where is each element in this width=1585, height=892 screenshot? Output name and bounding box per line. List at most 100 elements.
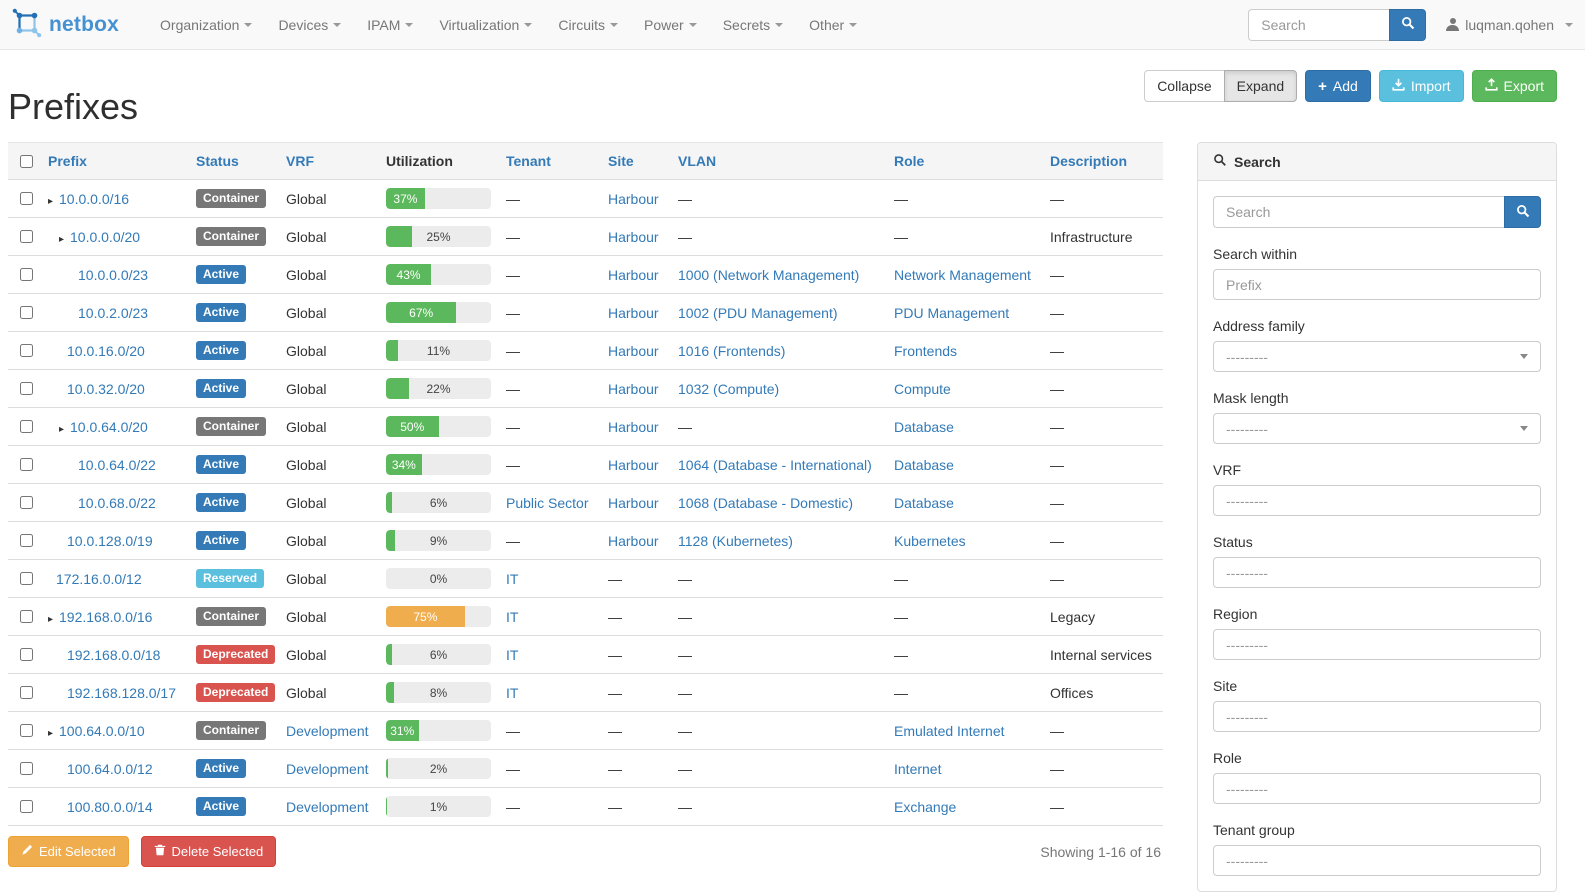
role-link[interactable]: Frontends xyxy=(894,342,958,359)
vlan-link[interactable]: 1068 (Database - Domestic) xyxy=(678,494,854,511)
prefix-link[interactable]: 10.0.16.0/20 xyxy=(67,342,145,359)
role-link[interactable]: Kubernetes xyxy=(894,532,966,549)
tenant-link[interactable]: IT xyxy=(506,684,519,701)
export-button[interactable]: Export xyxy=(1471,70,1557,102)
netbox-brand[interactable]: netbox xyxy=(12,8,119,41)
nav-item-virtualization[interactable]: Virtualization xyxy=(426,0,545,50)
prefix-link[interactable]: 10.0.128.0/19 xyxy=(67,532,153,549)
row-checkbox[interactable] xyxy=(20,610,33,623)
role-link[interactable]: Internet xyxy=(894,760,942,777)
prefix-link[interactable]: 10.0.32.0/20 xyxy=(67,380,145,397)
filter-search-button[interactable] xyxy=(1504,196,1541,228)
select-all-checkbox[interactable] xyxy=(20,154,33,168)
column-header-site[interactable]: Site xyxy=(600,142,670,180)
column-header-role[interactable]: Role xyxy=(886,142,1042,180)
expand-button[interactable]: Expand xyxy=(1223,70,1298,102)
prefix-link[interactable]: 10.0.0.0/23 xyxy=(78,266,149,283)
prefix-link[interactable]: 10.0.64.0/22 xyxy=(78,456,156,473)
vrf-link[interactable]: Development xyxy=(286,798,369,815)
row-checkbox[interactable] xyxy=(20,800,33,813)
row-checkbox[interactable] xyxy=(20,344,33,357)
role-link[interactable]: Database xyxy=(894,456,954,473)
vlan-link[interactable]: 1000 (Network Management) xyxy=(678,266,860,283)
filter-select-role[interactable]: --------- xyxy=(1213,773,1541,804)
delete-selected-button[interactable]: Delete Selected xyxy=(140,836,277,867)
site-link[interactable]: Harbour xyxy=(608,304,659,321)
row-checkbox[interactable] xyxy=(20,572,33,585)
filter-input-search-within[interactable] xyxy=(1213,269,1541,300)
role-link[interactable]: Network Management xyxy=(894,266,1031,283)
row-checkbox[interactable] xyxy=(20,496,33,509)
vlan-link[interactable]: 1032 (Compute) xyxy=(678,380,780,397)
nav-item-power[interactable]: Power xyxy=(631,0,710,50)
user-menu[interactable]: luqman.qohen xyxy=(1446,17,1573,33)
role-link[interactable]: PDU Management xyxy=(894,304,1010,321)
edit-selected-button[interactable]: Edit Selected xyxy=(8,836,129,867)
filter-select-address-family[interactable]: --------- xyxy=(1213,341,1541,372)
prefix-link[interactable]: 192.168.0.0/16 xyxy=(59,608,153,625)
vlan-link[interactable]: 1002 (PDU Management) xyxy=(678,304,838,321)
row-checkbox[interactable] xyxy=(20,762,33,775)
prefix-link[interactable]: 192.168.128.0/17 xyxy=(67,684,176,701)
filter-select-tenant-group[interactable]: --------- xyxy=(1213,845,1541,876)
expand-caret-icon[interactable]: ▸ xyxy=(59,233,65,245)
site-link[interactable]: Harbour xyxy=(608,380,659,397)
site-link[interactable]: Harbour xyxy=(608,228,659,245)
row-checkbox[interactable] xyxy=(20,306,33,319)
add-button[interactable]: + Add xyxy=(1305,70,1371,102)
site-link[interactable]: Harbour xyxy=(608,266,659,283)
vrf-link[interactable]: Development xyxy=(286,760,369,777)
expand-caret-icon[interactable]: ▸ xyxy=(48,195,54,207)
nav-item-organization[interactable]: Organization xyxy=(147,0,265,50)
global-search-button[interactable] xyxy=(1389,8,1427,41)
site-link[interactable]: Harbour xyxy=(608,418,659,435)
row-checkbox[interactable] xyxy=(20,458,33,471)
filter-search-input[interactable] xyxy=(1213,196,1504,228)
row-checkbox[interactable] xyxy=(20,268,33,281)
site-link[interactable]: Harbour xyxy=(608,190,659,207)
prefix-link[interactable]: 100.64.0.0/12 xyxy=(67,760,153,777)
prefix-link[interactable]: 10.0.0.0/16 xyxy=(59,190,130,207)
row-checkbox[interactable] xyxy=(20,686,33,699)
expand-caret-icon[interactable]: ▸ xyxy=(59,423,65,435)
site-link[interactable]: Harbour xyxy=(608,532,659,549)
filter-select-mask-length[interactable]: --------- xyxy=(1213,413,1541,444)
vrf-link[interactable]: Development xyxy=(286,722,369,739)
role-link[interactable]: Exchange xyxy=(894,798,957,815)
vlan-link[interactable]: 1016 (Frontends) xyxy=(678,342,786,359)
prefix-link[interactable]: 100.80.0.0/14 xyxy=(67,798,153,815)
global-search-input[interactable] xyxy=(1248,8,1390,41)
tenant-link[interactable]: Public Sector xyxy=(506,494,589,511)
row-checkbox[interactable] xyxy=(20,382,33,395)
filter-select-status[interactable]: --------- xyxy=(1213,557,1541,588)
column-header-vrf[interactable]: VRF xyxy=(278,142,378,180)
filter-select-vrf[interactable]: --------- xyxy=(1213,485,1541,516)
site-link[interactable]: Harbour xyxy=(608,342,659,359)
row-checkbox[interactable] xyxy=(20,230,33,243)
column-header-status[interactable]: Status xyxy=(188,142,278,180)
column-header-description[interactable]: Description xyxy=(1042,142,1163,180)
prefix-link[interactable]: 10.0.68.0/22 xyxy=(78,494,156,511)
column-header-vlan[interactable]: VLAN xyxy=(670,142,886,180)
row-checkbox[interactable] xyxy=(20,724,33,737)
import-button[interactable]: Import xyxy=(1378,70,1464,102)
nav-item-ipam[interactable]: IPAM xyxy=(354,0,426,50)
role-link[interactable]: Database xyxy=(894,418,954,435)
role-link[interactable]: Database xyxy=(894,494,954,511)
row-checkbox[interactable] xyxy=(20,192,33,205)
vlan-link[interactable]: 1128 (Kubernetes) xyxy=(678,532,793,549)
row-checkbox[interactable] xyxy=(20,420,33,433)
nav-item-circuits[interactable]: Circuits xyxy=(545,0,631,50)
nav-item-secrets[interactable]: Secrets xyxy=(710,0,796,50)
column-header-prefix[interactable]: Prefix xyxy=(40,142,188,180)
prefix-link[interactable]: 100.64.0.0/10 xyxy=(59,722,145,739)
row-checkbox[interactable] xyxy=(20,648,33,661)
site-link[interactable]: Harbour xyxy=(608,456,659,473)
expand-caret-icon[interactable]: ▸ xyxy=(48,613,54,625)
role-link[interactable]: Emulated Internet xyxy=(894,722,1005,739)
vlan-link[interactable]: 1064 (Database - International) xyxy=(678,456,872,473)
tenant-link[interactable]: IT xyxy=(506,646,519,663)
tenant-link[interactable]: IT xyxy=(506,570,519,587)
prefix-link[interactable]: 192.168.0.0/18 xyxy=(67,646,161,663)
filter-select-region[interactable]: --------- xyxy=(1213,629,1541,660)
